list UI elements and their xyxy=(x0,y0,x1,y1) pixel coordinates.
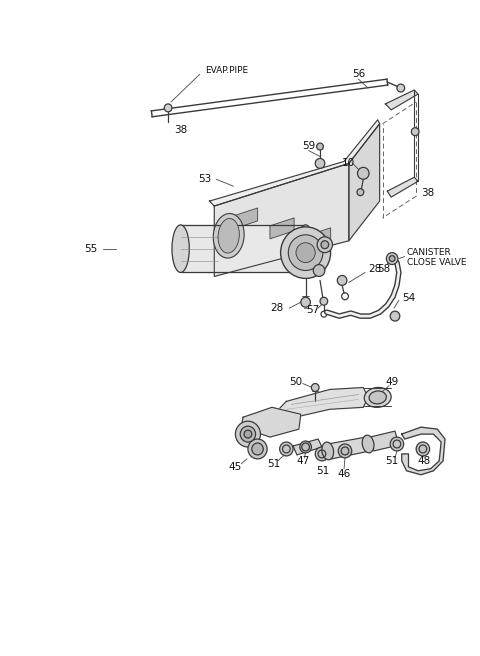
Ellipse shape xyxy=(213,213,244,258)
Circle shape xyxy=(300,441,312,453)
Polygon shape xyxy=(270,218,294,239)
Text: 51: 51 xyxy=(267,459,280,469)
Text: 10: 10 xyxy=(342,158,355,169)
Polygon shape xyxy=(293,439,322,455)
Text: CANISTER: CANISTER xyxy=(407,248,451,257)
Polygon shape xyxy=(180,225,306,272)
Ellipse shape xyxy=(218,218,240,253)
Circle shape xyxy=(390,437,404,451)
Text: 53: 53 xyxy=(198,174,211,184)
Circle shape xyxy=(358,167,369,179)
Circle shape xyxy=(312,384,319,392)
Circle shape xyxy=(252,443,264,455)
Circle shape xyxy=(164,104,172,112)
Polygon shape xyxy=(385,90,418,110)
Circle shape xyxy=(315,447,329,461)
Text: 51: 51 xyxy=(385,456,399,466)
Text: 47: 47 xyxy=(296,456,309,466)
Text: 38: 38 xyxy=(174,125,187,134)
Text: 51: 51 xyxy=(316,466,330,476)
Circle shape xyxy=(386,253,398,264)
Polygon shape xyxy=(241,407,301,437)
Circle shape xyxy=(317,237,333,253)
Circle shape xyxy=(317,143,324,150)
Circle shape xyxy=(240,426,256,442)
Circle shape xyxy=(281,227,331,278)
Polygon shape xyxy=(214,163,349,276)
Polygon shape xyxy=(387,177,418,197)
Circle shape xyxy=(280,442,293,456)
Text: 59: 59 xyxy=(302,140,315,151)
Circle shape xyxy=(416,442,430,456)
Text: 54: 54 xyxy=(402,293,415,303)
Polygon shape xyxy=(277,388,368,419)
Ellipse shape xyxy=(369,391,386,404)
Ellipse shape xyxy=(362,435,374,453)
Text: 55: 55 xyxy=(84,243,98,254)
Circle shape xyxy=(313,264,325,276)
Text: 56: 56 xyxy=(352,69,365,79)
Circle shape xyxy=(338,444,352,458)
Text: 49: 49 xyxy=(385,377,399,386)
Polygon shape xyxy=(402,427,445,475)
Circle shape xyxy=(357,189,364,195)
Circle shape xyxy=(321,241,329,249)
Ellipse shape xyxy=(322,442,334,460)
Circle shape xyxy=(390,311,400,321)
Circle shape xyxy=(248,439,267,459)
Polygon shape xyxy=(233,208,258,229)
Circle shape xyxy=(288,235,323,270)
Text: 45: 45 xyxy=(229,462,242,472)
Polygon shape xyxy=(370,431,399,451)
Text: 28: 28 xyxy=(270,303,283,313)
Circle shape xyxy=(235,421,261,447)
Circle shape xyxy=(337,276,347,285)
Text: EVAP.PIPE: EVAP.PIPE xyxy=(204,66,248,75)
Text: 57: 57 xyxy=(306,305,319,315)
Text: 28: 28 xyxy=(368,264,381,274)
Circle shape xyxy=(397,84,405,92)
Circle shape xyxy=(389,256,395,262)
Ellipse shape xyxy=(172,225,189,272)
Polygon shape xyxy=(307,228,331,249)
Circle shape xyxy=(301,297,311,307)
Text: 58: 58 xyxy=(377,264,390,274)
Circle shape xyxy=(244,430,252,438)
Polygon shape xyxy=(209,120,380,206)
Text: 50: 50 xyxy=(289,377,302,386)
Polygon shape xyxy=(328,437,370,459)
Polygon shape xyxy=(349,124,380,241)
Text: 46: 46 xyxy=(337,469,351,479)
Ellipse shape xyxy=(364,388,391,407)
Text: CLOSE VALVE: CLOSE VALVE xyxy=(407,258,466,267)
Circle shape xyxy=(315,159,325,169)
Text: 48: 48 xyxy=(417,456,431,466)
Circle shape xyxy=(296,243,315,262)
Ellipse shape xyxy=(297,225,314,272)
Text: 38: 38 xyxy=(421,188,434,198)
Circle shape xyxy=(320,297,328,305)
Circle shape xyxy=(411,128,419,136)
